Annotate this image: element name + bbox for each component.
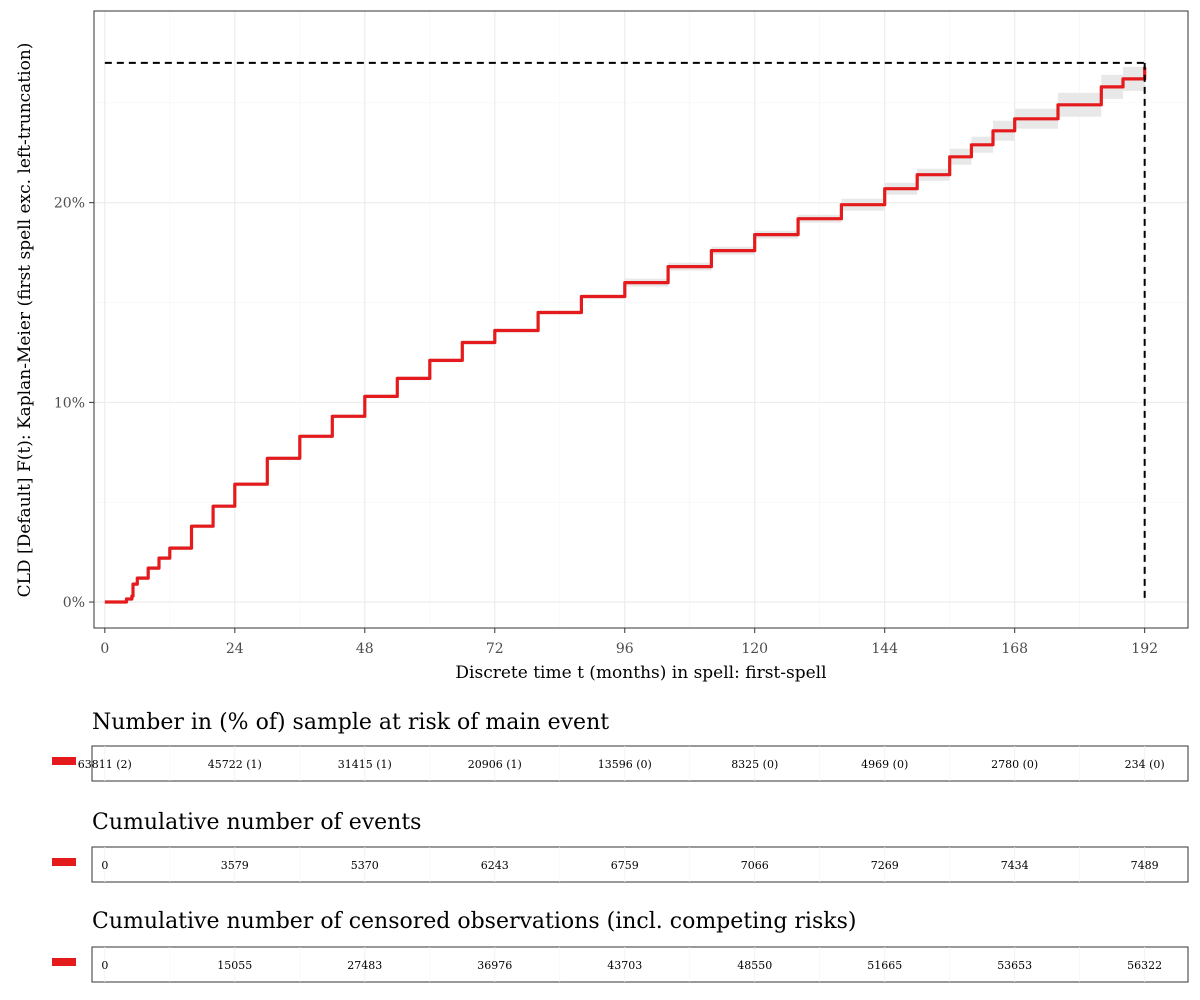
panel-border: [93, 10, 1189, 629]
x-tick-label: 168: [1001, 641, 1028, 657]
risk-table-cell: 48550: [737, 959, 772, 972]
risk-table-cell: 45722 (1): [208, 758, 262, 771]
x-tick-label: 96: [616, 641, 634, 657]
risk-table-legend-key: [52, 958, 76, 966]
risk-table-cell: 234 (0): [1125, 758, 1165, 771]
risk-table-box: [91, 946, 1189, 983]
risk-table-legend-key: [52, 858, 76, 866]
risk-table: Cumulative number of censored observatio…: [52, 909, 1189, 983]
risk-table-cell: 15055: [217, 959, 252, 972]
risk-tables: Number in (% of) sample at risk of main …: [52, 710, 1189, 983]
x-axis-title: Discrete time t (months) in spell: first…: [455, 663, 826, 683]
y-tick-label: 10%: [54, 395, 85, 411]
x-tick-label: 144: [871, 641, 898, 657]
risk-table-cell: 43703: [607, 959, 642, 972]
risk-table-cell: 0: [101, 959, 108, 972]
panel-background: [94, 11, 1188, 628]
risk-table-cell: 36976: [477, 959, 512, 972]
risk-table-legend-key: [52, 757, 76, 765]
risk-table-cell: 7489: [1131, 859, 1159, 872]
risk-table-cell: 7434: [1001, 859, 1029, 872]
risk-table-cell: 7269: [871, 859, 899, 872]
y-tick-label: 0%: [63, 595, 85, 611]
risk-table-cell: 53653: [997, 959, 1032, 972]
risk-table-cell: 3579: [221, 859, 249, 872]
risk-table-cell: 4969 (0): [861, 758, 908, 771]
x-tick-label: 48: [356, 641, 374, 657]
y-axis: 0% 10% 20%: [54, 196, 94, 611]
risk-table-cell: 2780 (0): [991, 758, 1038, 771]
risk-table-box: [91, 846, 1189, 883]
risk-table-cell: 56322: [1127, 959, 1162, 972]
y-axis-title: CLD [Default] F(t): Kaplan-Meier (first …: [15, 43, 35, 598]
risk-table-cell: 51665: [867, 959, 902, 972]
risk-table-cell: 5370: [351, 859, 379, 872]
risk-table-cell: 8325 (0): [731, 758, 778, 771]
x-tick-label: 72: [486, 641, 504, 657]
risk-table-cell: 20906 (1): [468, 758, 522, 771]
risk-table-cell: 7066: [741, 859, 769, 872]
risk-table-cell: 13596 (0): [598, 758, 652, 771]
x-tick-label: 120: [741, 641, 768, 657]
km-series-line: [104, 66, 1147, 604]
risk-table: Number in (% of) sample at risk of main …: [52, 710, 1189, 782]
risk-table-cell: 27483: [347, 959, 382, 972]
km-series: [104, 66, 1147, 604]
risk-table-cell: 6243: [481, 859, 509, 872]
y-tick-label: 20%: [54, 196, 85, 212]
risk-table-title: Number in (% of) sample at risk of main …: [92, 710, 609, 735]
reference-lines: [104, 61, 1146, 603]
risk-table-cell: 63811 (2): [78, 758, 132, 771]
x-tick-label: 0: [100, 641, 109, 657]
risk-table-cell: 31415 (1): [338, 758, 392, 771]
risk-table-box: [91, 745, 1189, 782]
x-tick-label: 24: [226, 641, 244, 657]
risk-table-title: Cumulative number of censored observatio…: [92, 909, 856, 934]
x-axis: 0 24 48 72 96 120 144 168 192: [100, 628, 1158, 657]
risk-table-cell: 6759: [611, 859, 639, 872]
plot-panel: [93, 10, 1189, 629]
risk-table: Cumulative number of events 0 3579 5370 6243…: [52, 810, 1189, 883]
risk-table-title: Cumulative number of events: [92, 810, 421, 835]
risk-table-cell: 0: [101, 859, 108, 872]
x-tick-label: 192: [1131, 641, 1158, 657]
